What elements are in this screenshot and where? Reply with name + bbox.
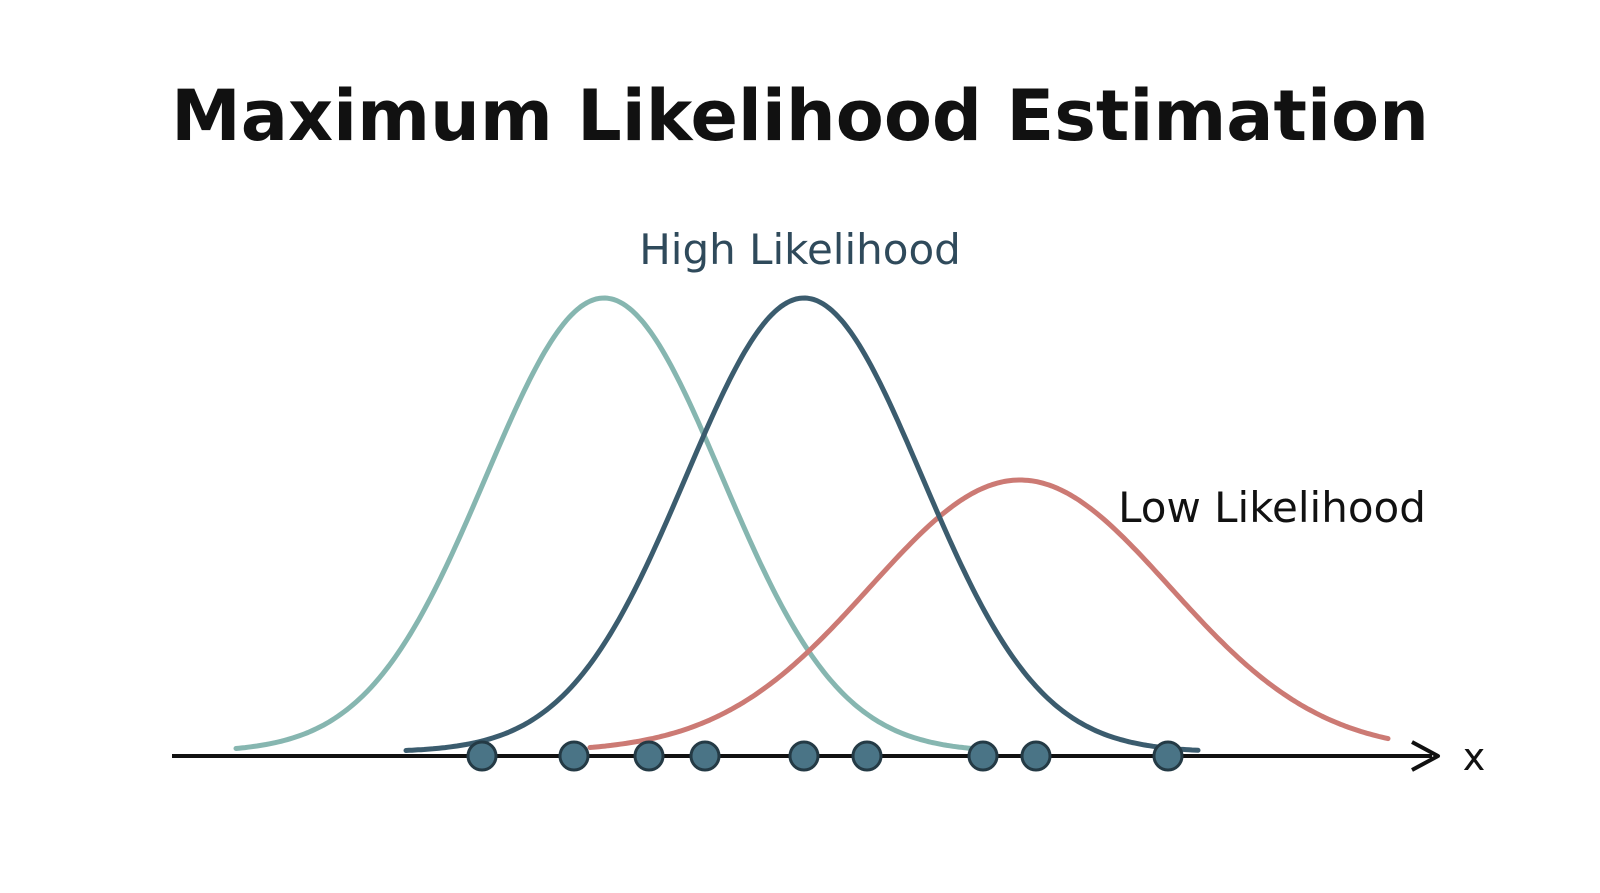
- data-point: [633, 740, 665, 772]
- data-point: [466, 740, 498, 772]
- left-curve: [233, 295, 983, 752]
- data-point: [967, 740, 999, 772]
- data-point: [1152, 740, 1184, 772]
- x-axis: x: [172, 735, 1485, 779]
- data-point: [1020, 740, 1052, 772]
- data-point: [851, 740, 883, 772]
- middle-curve: [403, 295, 1201, 753]
- x-axis-arrowhead: [1411, 740, 1440, 772]
- data-point: [558, 740, 590, 772]
- data-point: [689, 740, 721, 772]
- diagram-title: Maximum Likelihood Estimation: [171, 75, 1429, 157]
- curves: [233, 295, 1391, 753]
- data-points: [466, 740, 1184, 772]
- low-likelihood-label: Low Likelihood: [1118, 483, 1426, 532]
- right-curve: [587, 477, 1391, 750]
- x-axis-label: x: [1463, 735, 1486, 779]
- high-likelihood-label: High Likelihood: [639, 225, 961, 274]
- data-point: [788, 740, 820, 772]
